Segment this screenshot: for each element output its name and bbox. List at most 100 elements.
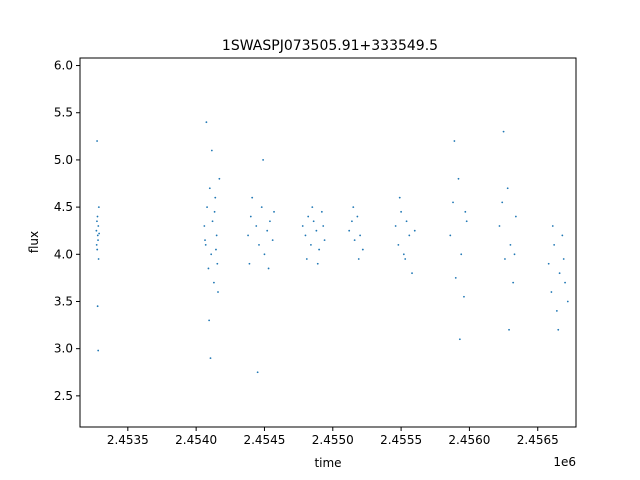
- data-point: [449, 234, 452, 237]
- data-points: [95, 121, 569, 374]
- data-point: [216, 262, 219, 265]
- data-point: [394, 225, 397, 227]
- data-point: [348, 229, 351, 232]
- data-point: [97, 239, 99, 242]
- data-point: [271, 239, 274, 242]
- data-point: [564, 281, 566, 284]
- data-point: [213, 210, 216, 213]
- data-point: [255, 225, 258, 227]
- data-point: [557, 328, 560, 331]
- data-point: [351, 220, 353, 223]
- data-point: [498, 225, 501, 227]
- data-point: [464, 210, 467, 213]
- data-point: [96, 305, 99, 308]
- data-point: [218, 177, 221, 180]
- data-point: [307, 215, 310, 218]
- y-tick-label: 4.5: [54, 200, 73, 214]
- data-point: [269, 220, 271, 223]
- data-point: [458, 338, 461, 341]
- data-point: [550, 291, 553, 293]
- data-point: [411, 272, 413, 275]
- data-point: [95, 229, 98, 232]
- data-point: [210, 149, 213, 152]
- data-point: [96, 220, 98, 223]
- data-point: [208, 319, 211, 322]
- data-point: [361, 248, 364, 251]
- data-point: [304, 234, 307, 237]
- data-point: [320, 210, 323, 213]
- data-point: [452, 201, 454, 204]
- data-point: [558, 272, 561, 275]
- data-point: [273, 210, 275, 213]
- x-axis: 2.4535 2.4540 2.4545 2.4550 2.4555 2.4560 2.45…: [107, 427, 559, 447]
- data-point: [463, 295, 465, 298]
- data-point: [413, 229, 416, 232]
- data-point: [208, 187, 211, 190]
- data-point: [318, 248, 321, 251]
- data-point: [251, 196, 254, 199]
- data-point: [408, 234, 411, 237]
- data-point: [398, 196, 401, 199]
- data-point: [97, 258, 100, 260]
- data-point: [204, 243, 207, 246]
- data-point: [508, 328, 510, 331]
- data-point: [214, 196, 217, 199]
- data-point: [267, 267, 270, 270]
- data-point: [453, 140, 456, 142]
- data-point: [404, 258, 407, 260]
- data-point: [551, 225, 554, 227]
- data-point: [465, 220, 468, 223]
- data-point: [502, 130, 505, 133]
- data-point: [263, 253, 266, 256]
- y-tick-label: 5.5: [54, 106, 73, 120]
- data-point: [266, 229, 269, 232]
- x-tick-label: 2.4535: [107, 433, 149, 447]
- data-point: [397, 243, 400, 246]
- data-point: [96, 140, 98, 142]
- x-offset-label: 1e6: [553, 455, 576, 469]
- data-point: [400, 210, 403, 213]
- data-point: [249, 215, 252, 218]
- data-point: [323, 239, 326, 242]
- data-point: [210, 253, 213, 256]
- y-tick-label: 3.5: [54, 294, 73, 308]
- data-point: [97, 349, 100, 352]
- data-point: [454, 276, 457, 279]
- data-point: [506, 187, 509, 190]
- data-point: [206, 206, 208, 209]
- x-tick-label: 2.4545: [243, 433, 285, 447]
- data-point: [501, 201, 504, 204]
- data-point: [96, 234, 99, 237]
- data-point: [513, 253, 516, 256]
- y-axis: 2.5 3.0 3.5 4.0 4.5 5.0 5.5 6.0: [54, 59, 80, 403]
- data-point: [204, 239, 206, 242]
- data-point: [256, 371, 259, 374]
- data-point: [97, 225, 100, 227]
- chart-title: 1SWASPJ073505.91+333549.5: [222, 38, 438, 54]
- data-point: [305, 258, 308, 260]
- data-point: [310, 243, 312, 246]
- data-point: [209, 357, 212, 360]
- data-point: [215, 234, 218, 237]
- plot-frame: [79, 57, 577, 428]
- data-point: [205, 121, 208, 124]
- data-point: [207, 267, 210, 270]
- data-point: [247, 234, 249, 237]
- data-point: [96, 248, 99, 251]
- data-point: [356, 215, 359, 218]
- data-point: [457, 177, 460, 180]
- data-point: [504, 258, 506, 260]
- data-point: [301, 225, 304, 227]
- data-point: [203, 225, 206, 227]
- data-point: [561, 234, 564, 237]
- data-point: [258, 243, 260, 246]
- y-tick-label: 5.0: [54, 153, 73, 167]
- y-tick-label: 6.0: [54, 59, 73, 73]
- x-axis-label: time: [314, 456, 341, 470]
- data-point: [316, 262, 319, 265]
- data-point: [553, 243, 556, 246]
- data-point: [352, 206, 355, 209]
- data-point: [322, 225, 325, 227]
- data-point: [315, 229, 318, 232]
